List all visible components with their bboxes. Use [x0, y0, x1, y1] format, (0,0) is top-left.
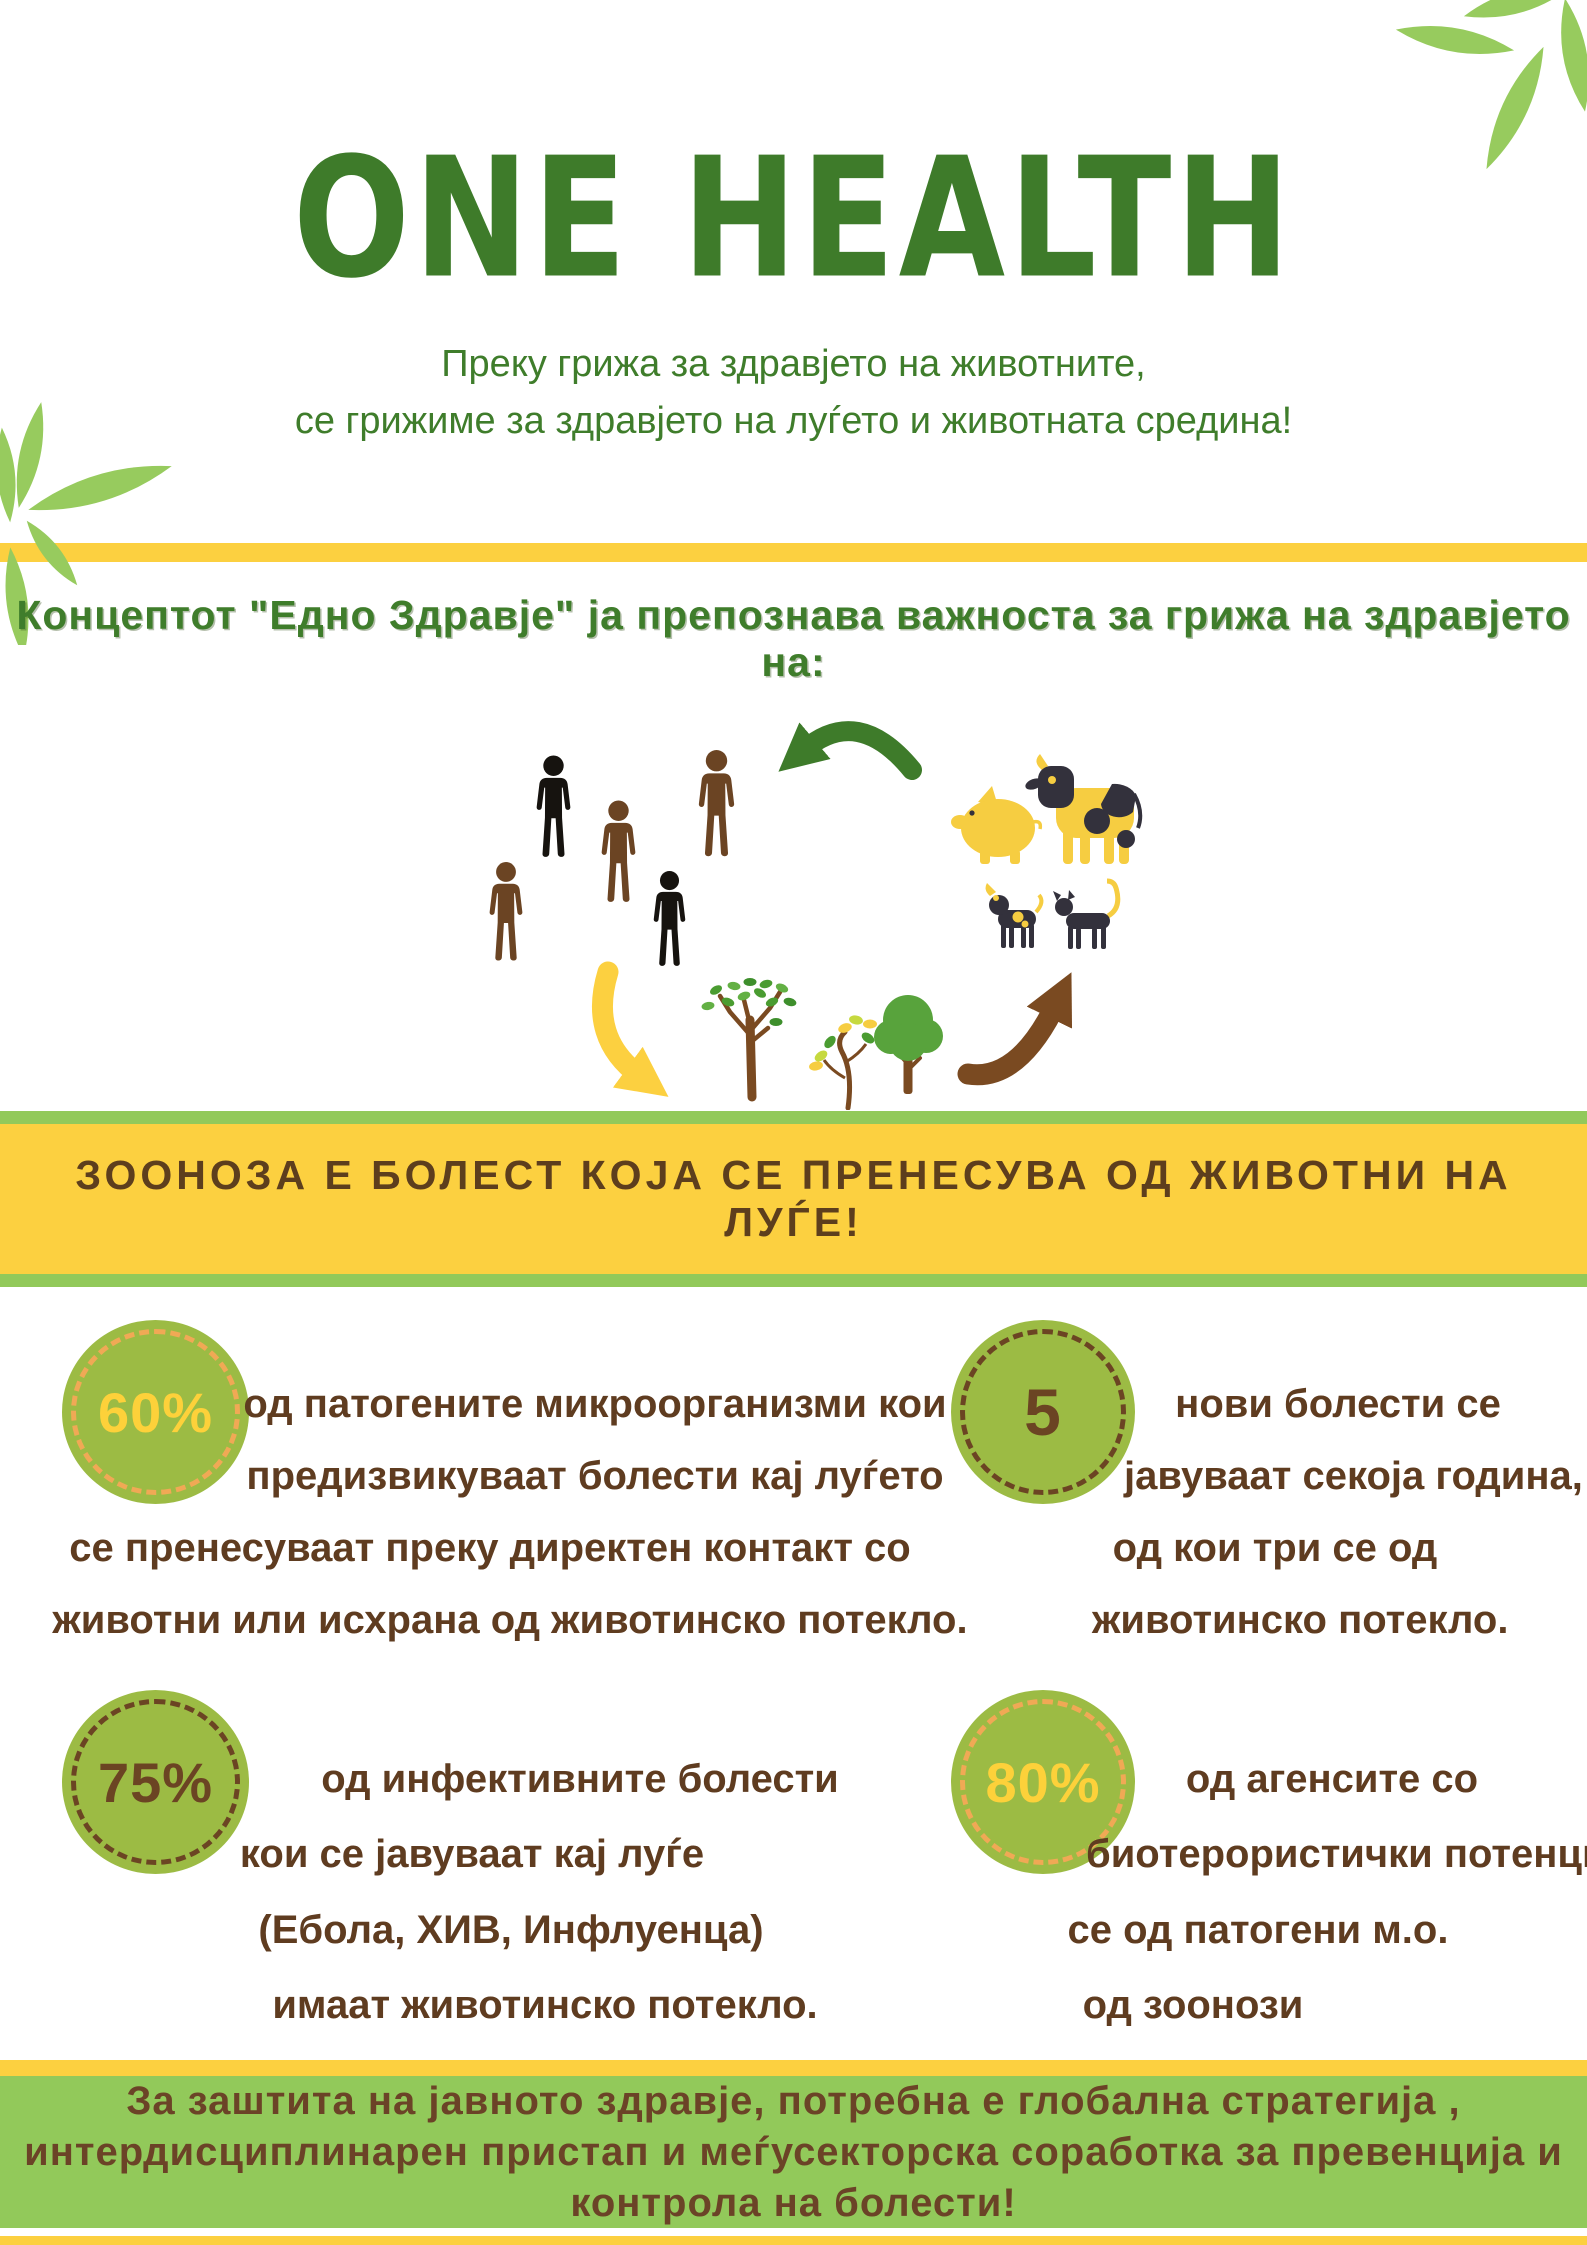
dashed-ring [71, 1699, 240, 1865]
stat-text-line: животинско потекло. [1092, 1598, 1509, 1642]
dashed-ring [71, 1329, 240, 1495]
zoonosis-banner: ЗООНОЗА Е БОЛЕСТ КОЈА СЕ ПРЕНЕСУВА ОД ЖИ… [0, 1124, 1587, 1274]
cycle-arrow-green-icon [778, 721, 922, 780]
subtitle-line: Преку грижа за здравјето на животните, [441, 343, 1146, 385]
stat-text-line: се од патогени м.о. [1067, 1908, 1449, 1952]
stat-text-line: се пренесуваат преку директен контакт со [69, 1526, 911, 1570]
person-icon [698, 750, 735, 857]
cycle-arrow-brown-icon [957, 972, 1073, 1086]
stat-text-line: јавуваат секоја година, [1124, 1454, 1583, 1498]
stat-circle-5-diseases: 5 [951, 1320, 1135, 1504]
stat-text-line: од инфективните болести [321, 1757, 839, 1801]
leaf-cluster-top-right-icon [1393, 0, 1587, 175]
sapling-icon [809, 1015, 877, 1110]
stat-text-line: предизвикуваат болести кај луѓето [246, 1454, 944, 1498]
dog-icon [985, 883, 1044, 948]
stat-circle-80-percent: 80% [951, 1690, 1135, 1874]
round-tree-icon [874, 995, 943, 1094]
pig-icon [951, 786, 1043, 864]
conclusion-line: За заштита на јавното здравје, потребна … [126, 2078, 1461, 2123]
stat-text-line: (Ебола, ХИВ, Инфлуенца) [258, 1908, 764, 1952]
stat-circle-75-percent: 75% [62, 1690, 249, 1874]
dashed-ring [960, 1329, 1126, 1495]
green-border-top [0, 1111, 1587, 1124]
person-icon [489, 862, 523, 961]
person-icon [536, 755, 571, 857]
people-group-icon [489, 750, 735, 966]
yellow-divider-stripe [0, 543, 1587, 562]
stat-text-line: од агенсите со [1185, 1757, 1479, 1801]
stat-text-line: биотерористички потенцијал [1086, 1832, 1587, 1876]
person-icon [653, 871, 686, 966]
stat-text-line: од патогените микроорганизми кои [243, 1382, 947, 1426]
subtitle: Преку грижа за здравјето на животните, с… [0, 336, 1587, 450]
zoonosis-banner-text: ЗООНОЗА Е БОЛЕСТ КОЈА СЕ ПРЕНЕСУВА ОД ЖИ… [75, 1152, 1512, 1245]
green-border-bottom [0, 1274, 1587, 1287]
stat-value: 60% [97, 1380, 214, 1444]
stat-text-line: од зоонози [1082, 1983, 1304, 2027]
dashed-ring [960, 1699, 1126, 1865]
conclusion-line: контрола на болести! [570, 2180, 1017, 2225]
cycle-arrow-yellow-icon [592, 961, 669, 1097]
subtitle-line: се грижиме за здравјето на луѓето и живо… [294, 400, 1293, 442]
stat-text-line: кои се јавуваат кај луѓе [239, 1832, 705, 1876]
stat-text-line: имаат животинско потекло. [272, 1983, 818, 2027]
stat-text-line: нови болести се [1175, 1382, 1501, 1426]
stat-circle-60-percent: 60% [62, 1320, 249, 1504]
one-health-cycle-illustration [489, 721, 1143, 1110]
conclusion-banner: За заштита на јавното здравје, потребна … [0, 2076, 1587, 2228]
concept-heading: Концептот "Едно Здравје" ја препознава в… [16, 592, 1571, 685]
stat-value: 5 [1024, 1375, 1062, 1449]
page-title: ONE HEALTH [292, 122, 1295, 315]
stat-value: 75% [97, 1750, 214, 1814]
conclusion-line: интердисциплинарен пристап и меѓусекторс… [24, 2129, 1563, 2174]
stat-text-line: животни или исхрана од животинско потекл… [52, 1598, 968, 1642]
cat-icon [1053, 878, 1121, 949]
person-icon [601, 800, 636, 902]
footer-yellow-stripe-top [0, 2060, 1587, 2076]
stat-value: 80% [985, 1750, 1101, 1814]
footer-yellow-stripe-bottom [0, 2236, 1587, 2245]
cow-icon [1025, 754, 1143, 864]
stat-text-line: од кои три се од [1112, 1526, 1438, 1570]
tree-icon [701, 978, 797, 1102]
